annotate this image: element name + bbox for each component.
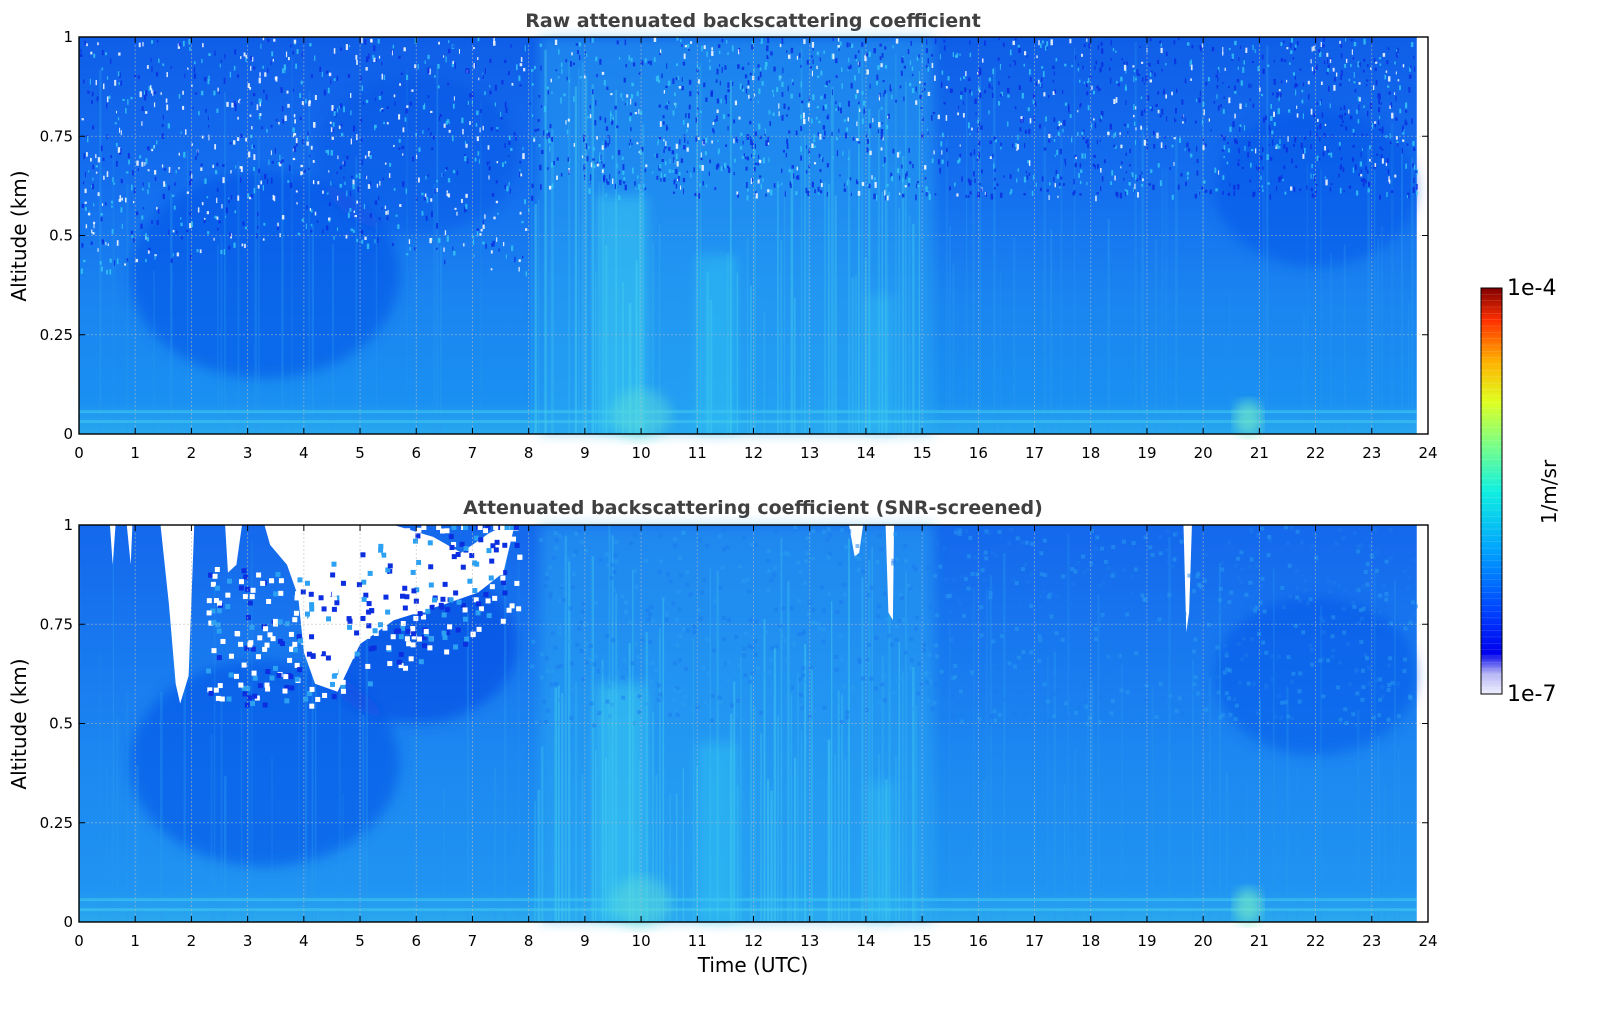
x-tick-label: 15 — [913, 932, 932, 950]
x-tick-label: 0 — [74, 444, 84, 462]
x-tick-label: 15 — [913, 444, 932, 462]
y-tick-label: 0.75 — [40, 127, 73, 145]
noise-speckle — [80, 37, 1418, 277]
y-tick-label: 0 — [63, 913, 73, 931]
x-tick-label: 18 — [1081, 932, 1100, 950]
y-tick-label: 0.5 — [49, 715, 73, 733]
screened-backscatter-panel: Attenuated backscattering coefficient (S… — [7, 497, 1438, 977]
x-tick-label: 21 — [1250, 932, 1269, 950]
grid-lines — [79, 37, 1428, 434]
y-tick-label: 0.5 — [49, 227, 73, 245]
y-axis-label: Altitude (km) — [7, 658, 31, 789]
signal-striations — [99, 42, 1414, 435]
colorbar-min-label: 1e-7 — [1507, 682, 1556, 707]
x-tick-label: 24 — [1418, 932, 1437, 950]
x-tick-label: 17 — [1025, 444, 1044, 462]
texture — [528, 525, 1418, 728]
y-tick-label: 1 — [63, 516, 73, 534]
x-tick-label: 23 — [1362, 444, 1381, 462]
x-tick-label: 4 — [299, 932, 309, 950]
x-tick-label: 10 — [632, 444, 651, 462]
x-axis-ticks: 0 1 2 3 4 5 6 7 8 9 10 11 12 13 14 15 16 17 18 19 20 21 22 23 24 — [74, 37, 1438, 462]
x-tick-label: 22 — [1306, 932, 1325, 950]
x-tick-label: 19 — [1137, 444, 1156, 462]
x-tick-label: 7 — [468, 932, 478, 950]
colorbar-unit-label: 1/m/sr — [1537, 459, 1561, 524]
x-axis-ticks: 0 1 2 3 4 5 6 7 8 9 10 11 12 13 14 15 16 17 18 19 20 21 22 23 24 — [74, 525, 1438, 950]
x-tick-label: 2 — [187, 444, 197, 462]
mask-edge-speckle — [206, 525, 523, 709]
x-tick-label: 14 — [856, 444, 875, 462]
x-tick-label: 4 — [299, 444, 309, 462]
panel-title: Attenuated backscattering coefficient (S… — [463, 497, 1043, 519]
x-tick-label: 11 — [688, 932, 707, 950]
x-tick-label: 9 — [580, 444, 590, 462]
grid-lines — [79, 525, 1428, 922]
x-tick-label: 16 — [969, 932, 988, 950]
x-tick-label: 11 — [688, 444, 707, 462]
x-tick-label: 17 — [1025, 932, 1044, 950]
x-tick-label: 1 — [130, 444, 140, 462]
x-tick-label: 10 — [632, 932, 651, 950]
panel-title: Raw attenuated backscattering coefficien… — [525, 10, 981, 32]
x-tick-label: 12 — [744, 932, 763, 950]
x-tick-label: 5 — [355, 444, 365, 462]
x-tick-label: 2 — [187, 932, 197, 950]
x-tick-label: 6 — [411, 444, 421, 462]
x-tick-label: 9 — [580, 932, 590, 950]
x-tick-label: 20 — [1194, 932, 1213, 950]
x-tick-label: 5 — [355, 932, 365, 950]
x-tick-label: 3 — [243, 932, 253, 950]
y-axis-ticks: 0 0.25 0.5 0.75 1 — [40, 516, 1428, 931]
y-axis-ticks: 0 0.25 0.5 0.75 1 — [40, 28, 1428, 443]
signal-striations — [79, 525, 1400, 922]
x-tick-label: 22 — [1306, 444, 1325, 462]
x-tick-label: 21 — [1250, 444, 1269, 462]
colorbar: 1e-4 1e-7 1/m/sr — [1480, 276, 1561, 707]
colorbar-bands — [1481, 294, 1502, 688]
x-tick-label: 13 — [800, 932, 819, 950]
x-tick-label: 7 — [468, 444, 478, 462]
y-tick-label: 0.25 — [40, 326, 73, 344]
x-tick-label: 8 — [524, 932, 534, 950]
x-tick-label: 0 — [74, 932, 84, 950]
x-tick-label: 18 — [1081, 444, 1100, 462]
x-tick-label: 14 — [856, 932, 875, 950]
colorbar-max-label: 1e-4 — [1507, 276, 1556, 301]
y-tick-label: 1 — [63, 28, 73, 46]
y-tick-label: 0.75 — [40, 615, 73, 633]
x-tick-label: 16 — [969, 444, 988, 462]
heatmap-area — [79, 37, 1418, 440]
y-tick-label: 0 — [63, 425, 73, 443]
screened-mask — [109, 525, 1192, 704]
x-tick-label: 8 — [524, 444, 534, 462]
x-tick-label: 3 — [243, 444, 253, 462]
y-axis-label: Altitude (km) — [7, 170, 31, 301]
residual-layer-blob — [129, 564, 1417, 867]
x-axis-label: Time (UTC) — [697, 953, 809, 977]
x-tick-label: 20 — [1194, 444, 1213, 462]
raw-backscatter-panel: Raw attenuated backscattering coefficien… — [7, 10, 1438, 462]
x-tick-label: 13 — [800, 444, 819, 462]
x-tick-label: 24 — [1418, 444, 1437, 462]
x-tick-label: 19 — [1137, 932, 1156, 950]
x-tick-label: 12 — [744, 444, 763, 462]
heatmap-area — [79, 525, 1418, 928]
y-tick-label: 0.25 — [40, 814, 73, 832]
x-tick-label: 1 — [130, 932, 140, 950]
x-tick-label: 6 — [411, 932, 421, 950]
x-tick-label: 23 — [1362, 932, 1381, 950]
colorbar-gradient — [1480, 287, 1503, 695]
